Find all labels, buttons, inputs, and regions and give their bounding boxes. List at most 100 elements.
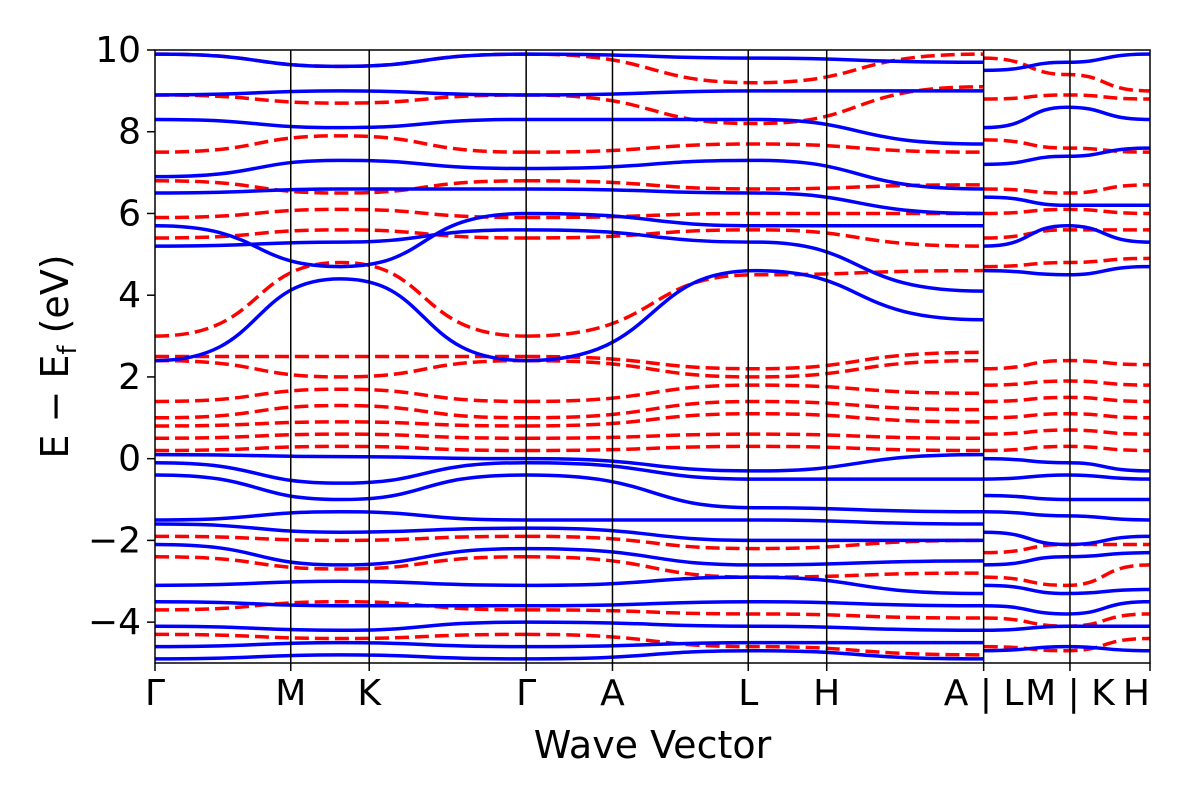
blue-band-2-11: [983, 550, 1151, 567]
blue-band-1-11: [526, 518, 984, 526]
x-tick-label: H: [813, 673, 840, 714]
red-band-1-4: [526, 383, 984, 404]
red-band-2-6: [983, 256, 1151, 269]
blue-band-0-8: [154, 452, 527, 461]
blue-band-1-1: [526, 228, 984, 293]
blue-band-0-12: [154, 522, 527, 534]
red-band-0-16: [154, 599, 527, 612]
blue-band-0-16: [154, 620, 527, 633]
red-band-0-10: [154, 179, 527, 195]
y-axis-label-unit: (eV): [33, 254, 77, 345]
blue-band-2-12: [983, 583, 1151, 596]
red-band-1-0: [526, 444, 984, 453]
blue-band-2-6: [983, 456, 1151, 473]
blue-band-0-9: [154, 461, 527, 485]
blue-band-2-3: [983, 146, 1151, 167]
red-band-1-11: [526, 142, 984, 154]
kpoint-divider-lines: [290, 50, 1071, 663]
blue-band-2-13: [983, 599, 1151, 616]
red-band-1-1: [526, 432, 984, 440]
blue-band-0-7: [154, 52, 527, 69]
y-tick-label: 4: [118, 275, 141, 316]
blue-band-1-6: [526, 89, 984, 97]
blue-band-1-7: [526, 52, 984, 65]
blue-band-2-14: [983, 624, 1150, 633]
y-axis-ticks: −4 −2 0 2 4 6 8 10: [88, 30, 155, 643]
red-band-0-2: [154, 420, 527, 428]
red-band-1-16: [526, 608, 984, 620]
blue-band-2-10: [983, 530, 1151, 547]
x-tick-label: H: [1123, 673, 1150, 714]
spin-up-bands: [154, 52, 1151, 661]
red-band-1-6: [526, 350, 984, 371]
x-tick-label: K: [357, 673, 382, 714]
blue-band-1-12: [526, 526, 984, 543]
blue-band-2-15: [983, 644, 1151, 653]
blue-band-0-14: [154, 579, 527, 588]
red-band-0-14: [154, 534, 527, 543]
y-tick-label: −4: [88, 602, 141, 643]
red-band-0-1: [154, 432, 527, 440]
red-band-1-5: [526, 358, 984, 379]
blue-band-1-3: [526, 187, 984, 216]
y-axis-label: E − Ef (eV): [33, 254, 83, 458]
blue-band-0-17: [154, 640, 527, 649]
red-band-2-2: [983, 411, 1151, 420]
red-band-2-12: [983, 56, 1151, 93]
red-band-2-11: [983, 93, 1151, 101]
blue-band-0-5: [154, 117, 527, 130]
red-band-0-3: [154, 403, 527, 420]
red-band-2-15: [983, 612, 1151, 628]
red-band-2-9: [983, 183, 1151, 195]
red-band-2-3: [983, 395, 1151, 404]
blue-band-0-13: [154, 542, 527, 567]
blue-band-0-15: [154, 599, 527, 608]
blue-band-1-10: [526, 473, 984, 514]
y-tick-label: 6: [118, 193, 141, 234]
red-band-0-7: [154, 260, 527, 338]
y-axis-label-main: E − E: [33, 355, 77, 459]
red-band-0-4: [154, 387, 527, 404]
blue-band-1-18: [526, 648, 984, 661]
blue-band-2-9: [983, 510, 1151, 522]
blue-band-0-2: [154, 211, 527, 269]
blue-band-1-15: [526, 599, 984, 608]
blue-band-2-5: [983, 52, 1151, 73]
blue-band-1-2: [526, 211, 984, 228]
blue-band-1-4: [526, 158, 984, 191]
x-tick-label: M: [275, 673, 306, 714]
red-band-2-7: [983, 228, 1150, 240]
blue-band-0-4: [154, 158, 527, 179]
x-tick-label: A | L: [944, 673, 1024, 714]
red-band-1-14: [526, 534, 984, 551]
red-band-0-12: [154, 93, 527, 105]
blue-band-1-0: [526, 268, 984, 363]
blue-band-0-0: [154, 277, 527, 363]
blue-band-1-9: [526, 461, 984, 481]
blue-band-1-13: [526, 546, 984, 567]
red-band-1-7: [526, 268, 984, 338]
blue-band-2-4: [983, 105, 1151, 130]
y-tick-label: 0: [118, 439, 141, 480]
y-tick-label: −2: [88, 520, 141, 561]
blue-band-0-11: [154, 510, 527, 522]
blue-band-2-2: [983, 195, 1150, 208]
x-tick-label: Γ: [516, 673, 536, 714]
red-band-2-8: [983, 207, 1151, 216]
x-tick-label: M | K: [1025, 673, 1116, 714]
red-band-0-5: [154, 358, 527, 379]
blue-band-0-10: [154, 473, 527, 502]
y-tick-label: 2: [118, 357, 141, 398]
red-band-2-14: [983, 563, 1151, 588]
red-band-0-17: [154, 632, 527, 641]
blue-band-2-0: [983, 264, 1151, 277]
blue-band-1-17: [526, 640, 984, 649]
red-band-0-11: [154, 134, 527, 154]
red-band-2-10: [983, 138, 1151, 154]
blue-band-1-14: [526, 575, 984, 596]
x-tick-label: L: [738, 673, 758, 714]
blue-band-0-18: [154, 653, 527, 661]
